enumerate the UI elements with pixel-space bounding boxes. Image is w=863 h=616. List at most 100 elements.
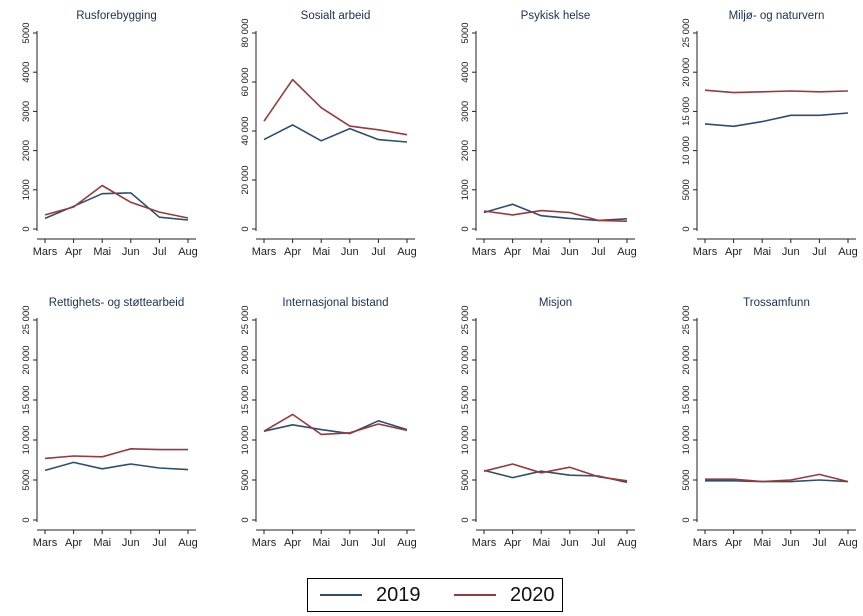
y-tick-label: 5000 <box>240 469 251 490</box>
legend-label-2019: 2019 <box>376 583 421 606</box>
x-tick-label: Jul <box>812 246 826 258</box>
x-tick-label: Mars <box>472 537 497 549</box>
series-line-2019 <box>263 124 408 143</box>
series-line-2019 <box>44 192 189 221</box>
panel-title: Internasjonal bistand <box>282 297 388 309</box>
panel-5: Rettighets- og støttearbeid 0 5000 10 000 15… <box>21 297 198 549</box>
y-tick-label: 15 000 <box>460 385 471 414</box>
legend-item-2020: 2020 <box>454 579 555 611</box>
y-tick-label: 10 000 <box>681 425 692 454</box>
x-tick-label: Apr <box>725 246 742 258</box>
x-tick-label: Apr <box>284 537 301 549</box>
y-tick-label: 20 000 <box>240 165 251 194</box>
y-tick-label: 25 000 <box>681 18 692 47</box>
y-tick-label: 0 <box>460 226 471 231</box>
y-tick-label: 1000 <box>21 179 32 200</box>
y-tick-label: 15 000 <box>681 97 692 126</box>
panel-title: Rettighets- og støttearbeid <box>49 297 185 309</box>
series-line-2020 <box>44 447 188 460</box>
series-line-2019 <box>704 112 849 128</box>
x-tick-label: Jul <box>812 537 826 549</box>
x-tick-label: Mai <box>312 246 330 258</box>
x-tick-label: Mai <box>93 537 111 549</box>
panel-8: Trossamfunn 0 5000 10 000 15 000 20 000 25 000… <box>681 297 858 549</box>
legend-swatch-2019 <box>320 594 362 596</box>
y-tick-label: 20 000 <box>681 58 692 87</box>
panel-1: Rusforebygging 0 1000 2000 3000 4000 5000 Mars A… <box>21 10 198 258</box>
x-tick-label: Mars <box>33 537 58 549</box>
x-tick-label: Mai <box>532 246 550 258</box>
y-tick-label: 25 000 <box>21 305 32 334</box>
series-line-2019 <box>263 419 408 435</box>
y-tick-label: 10 000 <box>681 136 692 165</box>
panel-2: Sosialt arbeid 0 20 000 40 000 60 000 80 000 M… <box>240 10 417 258</box>
panel-title: Trossamfunn <box>743 297 810 309</box>
panel-title: Psykisk helse <box>521 10 591 22</box>
legend-item-2019: 2019 <box>320 579 421 611</box>
legend: 2019 2020 <box>307 578 563 612</box>
x-tick-label: Jun <box>341 246 359 258</box>
series-line-2020 <box>263 413 408 436</box>
x-tick-label: Apr <box>65 246 82 258</box>
y-tick-label: 10 000 <box>21 425 32 454</box>
y-tick-label: 80 000 <box>240 18 251 47</box>
legend-label-2020: 2020 <box>510 583 555 606</box>
x-tick-label: Aug <box>617 537 637 549</box>
y-tick-label: 3000 <box>460 101 471 122</box>
x-tick-label: Jul <box>591 537 605 549</box>
y-tick-label: 15 000 <box>240 385 251 414</box>
x-tick-label: Jul <box>152 246 166 258</box>
series-line-2020 <box>263 78 408 136</box>
series-line-2020 <box>483 209 628 222</box>
x-tick-label: Mai <box>532 537 550 549</box>
x-tick-label: Jun <box>341 537 359 549</box>
y-tick-label: 2000 <box>460 140 471 161</box>
series-line-2020 <box>44 184 189 219</box>
y-tick-label: 4000 <box>21 62 32 83</box>
y-tick-label: 60 000 <box>240 67 251 96</box>
y-tick-label: 10 000 <box>240 425 251 454</box>
y-tick-label: 25 000 <box>460 305 471 334</box>
x-tick-label: Jun <box>561 246 579 258</box>
panel-title: Sosialt arbeid <box>301 10 371 22</box>
x-tick-label: Aug <box>397 537 417 549</box>
y-tick-label: 20 000 <box>681 345 692 374</box>
y-tick-label: 0 <box>21 517 32 522</box>
series-line-2019 <box>483 469 628 484</box>
y-tick-label: 0 <box>681 226 692 231</box>
x-tick-label: Jun <box>782 246 800 258</box>
y-tick-label: 20 000 <box>240 345 251 374</box>
y-tick-label: 10 000 <box>460 425 471 454</box>
y-tick-label: 5000 <box>21 22 32 43</box>
series-line-2020 <box>483 463 628 482</box>
y-tick-label: 5000 <box>21 469 32 490</box>
panel-title: Miljø- og naturvern <box>729 10 825 22</box>
y-tick-label: 4000 <box>460 62 471 83</box>
y-tick-label: 15 000 <box>681 385 692 414</box>
panel-4: Miljø- og naturvern 0 5000 10 000 15 000 20 0… <box>681 10 858 258</box>
x-tick-label: Mai <box>753 537 771 549</box>
x-tick-label: Mars <box>693 537 718 549</box>
x-tick-label: Mars <box>472 246 497 258</box>
y-tick-label: 0 <box>681 517 692 522</box>
x-tick-label: Aug <box>397 246 417 258</box>
x-tick-label: Jul <box>371 246 385 258</box>
x-tick-label: Aug <box>617 246 637 258</box>
series-line-2019 <box>44 461 189 472</box>
x-tick-label: Apr <box>284 246 301 258</box>
x-tick-label: Jul <box>152 537 166 549</box>
x-tick-label: Mars <box>252 537 277 549</box>
panel-title: Misjon <box>539 297 572 309</box>
y-tick-label: 1000 <box>460 179 471 200</box>
x-tick-label: Apr <box>504 246 521 258</box>
panel-title: Rusforebygging <box>76 10 157 22</box>
x-tick-label: Jul <box>371 537 385 549</box>
y-tick-label: 5000 <box>460 469 471 490</box>
x-tick-label: Jun <box>122 537 140 549</box>
x-tick-label: Jun <box>122 246 140 258</box>
x-tick-label: Mars <box>252 246 277 258</box>
y-tick-label: 2000 <box>21 140 32 161</box>
x-tick-label: Apr <box>504 537 521 549</box>
x-tick-label: Aug <box>178 537 198 549</box>
x-tick-label: Mai <box>753 246 771 258</box>
